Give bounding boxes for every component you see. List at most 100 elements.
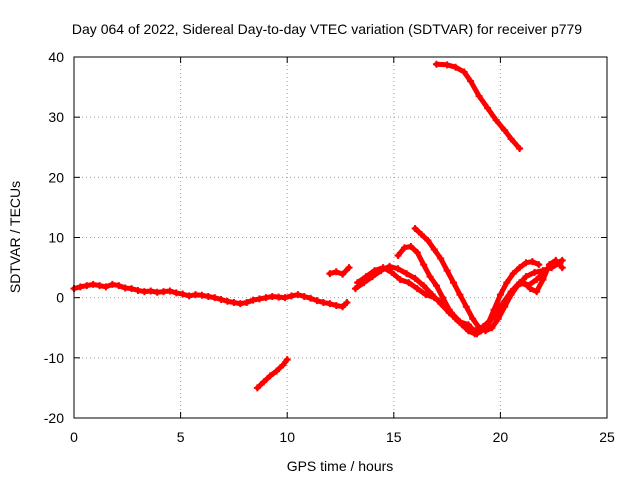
data-point xyxy=(332,268,340,276)
data-point xyxy=(243,298,251,306)
data-point xyxy=(430,246,438,254)
data-point xyxy=(147,287,155,295)
data-point xyxy=(422,291,430,299)
data-point xyxy=(469,315,477,323)
data-point xyxy=(260,378,268,386)
x-tick-label: 10 xyxy=(279,429,295,445)
data-point xyxy=(488,324,496,332)
data-point xyxy=(432,60,440,68)
data-point xyxy=(230,298,238,306)
data-point xyxy=(507,135,515,143)
data-point xyxy=(471,330,479,338)
data-point xyxy=(255,295,263,303)
data-point xyxy=(507,291,515,299)
series-segment-d xyxy=(411,224,566,335)
data-point xyxy=(351,285,359,293)
data-point xyxy=(522,273,530,281)
data-point xyxy=(462,303,470,311)
data-point xyxy=(115,282,123,290)
data-point xyxy=(179,290,187,298)
series-segment-mid-short xyxy=(326,264,353,278)
data-point xyxy=(403,270,411,278)
data-point xyxy=(475,92,483,100)
data-point xyxy=(501,126,509,134)
data-point xyxy=(467,77,475,85)
data-point xyxy=(236,300,244,308)
data-point xyxy=(339,303,347,311)
data-point xyxy=(464,327,472,335)
data-point xyxy=(108,280,116,288)
y-axis-label: SDTVAR / TECUs xyxy=(7,181,23,293)
series-trace xyxy=(412,226,565,334)
data-point xyxy=(134,286,142,294)
data-point xyxy=(198,291,206,299)
data-point xyxy=(294,291,302,299)
data-point xyxy=(326,270,334,278)
data-point xyxy=(326,300,334,308)
y-tick-label: -10 xyxy=(44,350,64,366)
data-point xyxy=(526,285,534,293)
data-point xyxy=(558,264,566,272)
series-trace xyxy=(433,61,523,151)
data-point xyxy=(552,256,560,264)
data-point xyxy=(371,267,379,275)
data-point xyxy=(533,276,541,284)
x-axis-label: GPS time / hours xyxy=(287,458,394,474)
data-point xyxy=(411,274,419,282)
x-tick-label: 20 xyxy=(493,429,509,445)
series-segment-low xyxy=(253,356,291,392)
data-point xyxy=(513,282,521,290)
data-point xyxy=(501,303,509,311)
data-point xyxy=(339,270,347,278)
data-point xyxy=(211,294,219,302)
data-point xyxy=(253,384,261,392)
data-point xyxy=(516,264,524,272)
data-point xyxy=(418,230,426,238)
data-point xyxy=(531,268,539,276)
data-point xyxy=(481,327,489,335)
data-point xyxy=(268,292,276,300)
x-tick-label: 15 xyxy=(386,429,402,445)
data-point xyxy=(424,237,432,245)
data-point xyxy=(443,61,451,69)
x-tick-label: 25 xyxy=(599,429,615,445)
data-point xyxy=(96,282,104,290)
data-point xyxy=(266,372,274,380)
data-point xyxy=(300,292,308,300)
data-point xyxy=(204,292,212,300)
y-tick-label: 10 xyxy=(48,230,64,246)
data-point xyxy=(420,282,428,290)
data-point xyxy=(539,276,547,284)
data-point xyxy=(307,294,315,302)
data-point xyxy=(128,285,136,293)
data-point xyxy=(394,265,402,273)
data-point xyxy=(420,261,428,269)
data-point xyxy=(140,288,148,296)
y-tick-label: 20 xyxy=(48,169,64,185)
data-point xyxy=(503,279,511,287)
data-point xyxy=(516,144,524,152)
data-point xyxy=(413,285,421,293)
data-point xyxy=(405,279,413,287)
data-point xyxy=(172,289,180,297)
x-tick-label: 0 xyxy=(70,429,78,445)
chart-title: Day 064 of 2022, Sidereal Day-to-day VTE… xyxy=(72,21,582,37)
data-point xyxy=(273,367,281,375)
data-point xyxy=(217,295,225,303)
data-point xyxy=(249,296,257,304)
series-segment-main-early xyxy=(70,280,351,311)
data-point xyxy=(430,294,438,302)
data-point xyxy=(458,321,466,329)
data-point xyxy=(354,279,362,287)
data-point xyxy=(89,280,97,288)
data-point xyxy=(432,282,440,290)
y-tick-label: 40 xyxy=(48,49,64,65)
data-point xyxy=(494,315,502,323)
data-point xyxy=(224,297,232,305)
y-tick-label: -20 xyxy=(44,410,64,426)
data-point xyxy=(545,261,553,269)
data-point xyxy=(379,264,387,272)
data-point xyxy=(452,315,460,323)
data-point xyxy=(535,261,543,269)
